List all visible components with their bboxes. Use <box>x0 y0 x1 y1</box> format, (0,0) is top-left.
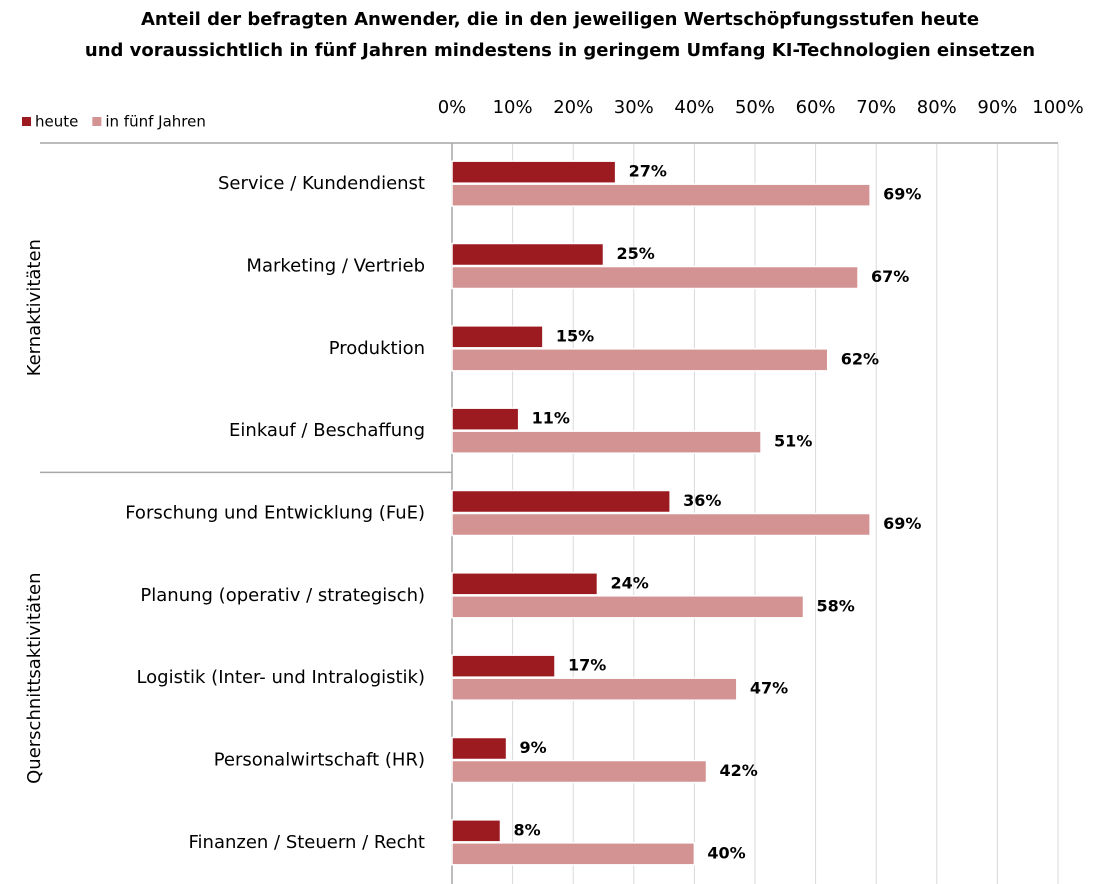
data-label: 36% <box>683 491 721 510</box>
data-label: 17% <box>568 656 606 675</box>
bar <box>451 242 605 267</box>
x-tick-label: 20% <box>553 97 593 118</box>
bar <box>451 654 556 678</box>
data-label: 25% <box>617 244 655 263</box>
y-tick-label: Service / Kundendienst <box>218 173 425 194</box>
bar <box>451 183 871 207</box>
x-tick-label: 10% <box>493 97 533 118</box>
data-label: 42% <box>720 761 758 780</box>
x-tick-label: 30% <box>614 97 654 118</box>
legend-label: in fünf Jahren <box>105 113 205 131</box>
legend-label: heute <box>35 113 78 131</box>
data-label: 15% <box>556 326 594 345</box>
bar <box>451 489 671 514</box>
legend-swatch <box>92 117 102 126</box>
y-tick-label: Finanzen / Steuern / Recht <box>188 832 425 853</box>
x-tick-label: 90% <box>977 97 1017 118</box>
y-tick-label: Einkauf / Beschaffung <box>229 420 425 441</box>
data-label: 51% <box>774 432 812 451</box>
group-label: Querschnittsaktivitäten <box>24 572 45 783</box>
data-label: 27% <box>629 162 667 181</box>
bar <box>451 160 617 184</box>
x-tick-label: 70% <box>856 97 896 118</box>
data-label: 47% <box>750 679 788 698</box>
data-label: 69% <box>883 514 921 533</box>
bar <box>451 430 762 454</box>
bar <box>451 265 859 290</box>
bar <box>451 759 708 784</box>
x-tick-label: 100% <box>1032 97 1083 118</box>
bar <box>451 842 696 866</box>
chart-title: Anteil der befragten Anwender, die in de… <box>141 9 979 30</box>
data-label: 24% <box>610 573 648 592</box>
bar <box>451 819 502 843</box>
data-label: 69% <box>883 185 921 204</box>
y-tick-label: Planung (operativ / strategisch) <box>140 585 425 606</box>
group-label: Kernaktivitäten <box>24 239 45 376</box>
x-tick-label: 40% <box>674 97 714 118</box>
y-tick-label: Logistik (Inter- und Intralogistik) <box>136 667 425 688</box>
data-label: 58% <box>816 596 854 615</box>
x-tick-label: 60% <box>796 97 836 118</box>
chart-title: und voraussichtlich in fünf Jahren minde… <box>85 40 1035 61</box>
y-tick-label: Marketing / Vertrieb <box>246 256 425 277</box>
bar <box>451 348 829 372</box>
data-label: 9% <box>520 738 547 757</box>
x-tick-label: 80% <box>917 97 957 118</box>
y-tick-label: Produktion <box>329 338 425 359</box>
bar <box>451 677 738 701</box>
data-label: 11% <box>532 409 570 428</box>
data-label: 40% <box>707 843 745 862</box>
bar <box>451 736 508 761</box>
data-label: 62% <box>841 349 879 368</box>
legend-swatch <box>22 117 31 126</box>
x-tick-label: 50% <box>735 97 775 118</box>
bar <box>451 595 805 619</box>
data-label: 8% <box>513 820 540 839</box>
bar <box>451 407 520 431</box>
bar <box>451 325 544 349</box>
x-tick-label: 0% <box>438 97 467 118</box>
bar <box>451 572 599 596</box>
bar <box>451 512 871 537</box>
y-tick-label: Forschung und Entwicklung (FuE) <box>125 503 425 524</box>
y-tick-label: Personalwirtschaft (HR) <box>214 750 425 771</box>
data-label: 67% <box>871 267 909 286</box>
